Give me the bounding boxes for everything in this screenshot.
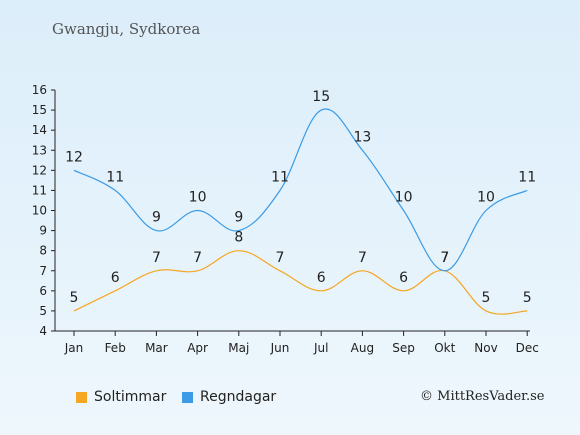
data-label-soltimmar: 7	[152, 250, 161, 266]
y-tick-label: 6	[39, 284, 47, 298]
y-tick-label: 15	[32, 103, 47, 117]
data-label-regndagar: 13	[353, 129, 371, 145]
data-label-soltimmar: 7	[193, 250, 202, 266]
y-tick-label: 16	[32, 83, 47, 97]
y-tick-label: 5	[39, 304, 47, 318]
y-tick-label: 8	[39, 244, 47, 258]
data-label-soltimmar: 6	[317, 270, 326, 286]
y-tick-label: 13	[32, 143, 47, 157]
y-tick-label: 7	[39, 264, 47, 278]
data-label-regndagar: 9	[234, 210, 243, 226]
x-tick-label: Jul	[313, 341, 328, 355]
data-label-regndagar: 11	[271, 169, 289, 185]
x-tick-label: Nov	[474, 341, 497, 355]
x-tick-label: Sep	[392, 341, 415, 355]
y-tick-label: 14	[32, 123, 47, 137]
data-label-soltimmar: 7	[440, 250, 449, 266]
data-label-soltimmar: 5	[482, 290, 491, 306]
data-label-regndagar: 10	[395, 190, 413, 206]
chart-title: Gwangju, Sydkorea	[52, 20, 201, 38]
x-tick-label: Dec	[516, 341, 539, 355]
y-tick-label: 9	[39, 224, 47, 238]
series-line-regndagar	[73, 108, 528, 272]
axes: 4 5 6 7 8 9 10 11 12 13 14 15 16 Jan Feb Mar Apr Maj Jun Ju…	[32, 83, 539, 355]
legend-swatch-soltimmar	[76, 391, 87, 403]
y-tick-label: 10	[32, 204, 47, 218]
x-tick-label: Feb	[105, 341, 126, 355]
series-lines	[73, 108, 528, 315]
data-label-regndagar: 11	[106, 169, 124, 185]
data-label-soltimmar: 6	[111, 270, 120, 286]
data-label-regndagar: 11	[518, 169, 536, 185]
x-tick-label: Jun	[270, 341, 290, 355]
data-label-regndagar: 7	[440, 250, 449, 266]
series-line-soltimmar	[73, 250, 528, 315]
x-tick-label: Maj	[228, 341, 249, 355]
data-label-soltimmar: 7	[276, 250, 285, 266]
legend-swatch-regndagar	[182, 391, 193, 403]
data-label-regndagar: 9	[152, 210, 161, 226]
x-tick-label: Aug	[351, 341, 374, 355]
data-label-regndagar: 12	[65, 149, 83, 165]
data-label-soltimmar: 8	[234, 230, 243, 246]
legend-item-regndagar: Regndagar	[182, 389, 276, 405]
legend-item-soltimmar: Soltimmar	[76, 389, 166, 405]
data-label-soltimmar: 5	[70, 290, 79, 306]
x-tick-label: Okt	[434, 341, 455, 355]
y-tick-label: 11	[32, 183, 47, 197]
data-label-regndagar: 10	[477, 190, 495, 206]
x-tick-label: Apr	[187, 341, 208, 355]
x-tick-label: Jan	[64, 341, 84, 355]
y-tick-label: 12	[32, 163, 47, 177]
y-tick-label: 4	[39, 324, 47, 338]
data-label-soltimmar: 7	[358, 250, 367, 266]
data-label-regndagar: 15	[312, 89, 330, 105]
legend-label-regndagar: Regndagar	[200, 389, 277, 405]
data-label-soltimmar: 6	[399, 270, 408, 286]
copyright-text: © MittResVader.se	[420, 389, 545, 404]
legend-label-soltimmar: Soltimmar	[94, 389, 167, 405]
x-tick-label: Mar	[145, 341, 168, 355]
data-label-soltimmar: 5	[523, 290, 532, 306]
data-label-regndagar: 10	[189, 190, 207, 206]
